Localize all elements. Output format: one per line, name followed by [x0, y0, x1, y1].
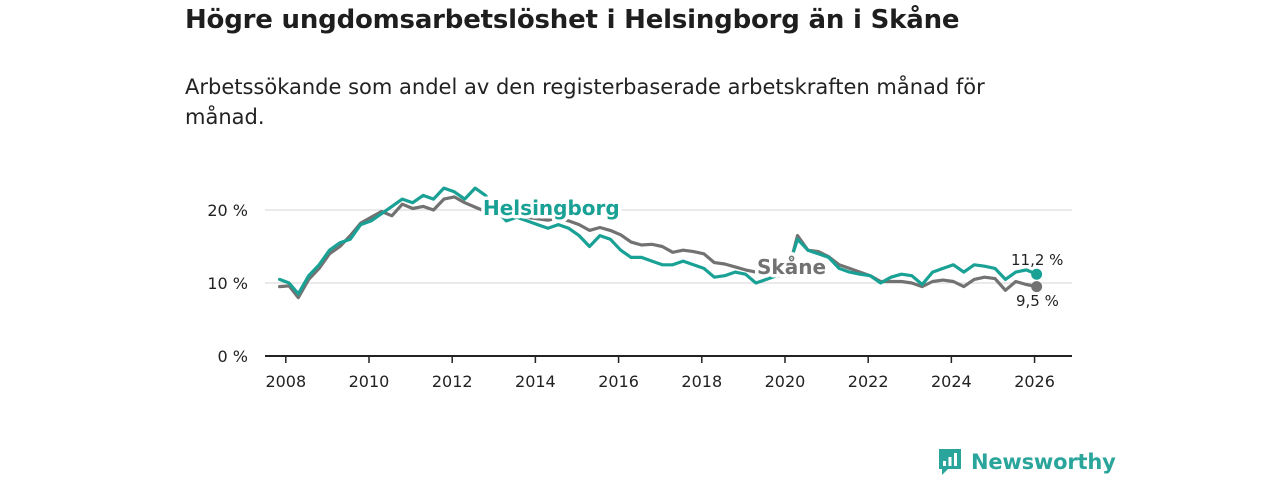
newsworthy-brand[interactable]: Newsworthy — [937, 448, 1116, 476]
chart-subtitle: Arbetssökande som andel av den registerb… — [185, 75, 985, 129]
series-endpoint-skåne — [1031, 281, 1043, 293]
x-tick-label: 2012 — [432, 372, 473, 391]
x-tick-label: 2008 — [265, 372, 306, 391]
series-name-skane: Skåne — [757, 255, 826, 279]
end-value-helsingborg: 11,2 % — [1011, 251, 1063, 269]
axes: 0 % 10 % 20 % 2008 2010 2012 2014 2016 2018 2020 2… — [207, 201, 1072, 391]
x-tick-label: 2024 — [931, 372, 972, 391]
x-tick-label: 2010 — [349, 372, 390, 391]
newsworthy-logo-icon — [939, 449, 961, 475]
x-tick-label: 2022 — [848, 372, 889, 391]
brand-name: Newsworthy — [971, 450, 1116, 474]
x-tick-label: 2020 — [765, 372, 806, 391]
gridlines — [265, 209, 1072, 284]
x-tick-label: 2014 — [515, 372, 556, 391]
y-tick-label: 0 % — [218, 347, 248, 366]
series-labels: Helsingborg Skåne 11,2 % 9,5 % — [480, 193, 1066, 313]
x-tick-label: 2016 — [598, 372, 639, 391]
end-value-skane: 9,5 % — [1016, 292, 1059, 310]
y-tick-label: 10 % — [207, 274, 248, 293]
series-line-helsingborg — [278, 186, 1039, 296]
series-lines — [278, 186, 1043, 300]
y-tick-label: 20 % — [207, 201, 248, 220]
series-line-skåne — [278, 195, 1039, 300]
series-endpoint-helsingborg — [1031, 268, 1043, 280]
x-tick-label: 2026 — [1014, 372, 1055, 391]
series-name-helsingborg: Helsingborg — [483, 196, 620, 220]
chart-title: Högre ungdomsarbetslöshet i Helsingborg … — [185, 5, 960, 35]
x-tick-label: 2018 — [681, 372, 722, 391]
